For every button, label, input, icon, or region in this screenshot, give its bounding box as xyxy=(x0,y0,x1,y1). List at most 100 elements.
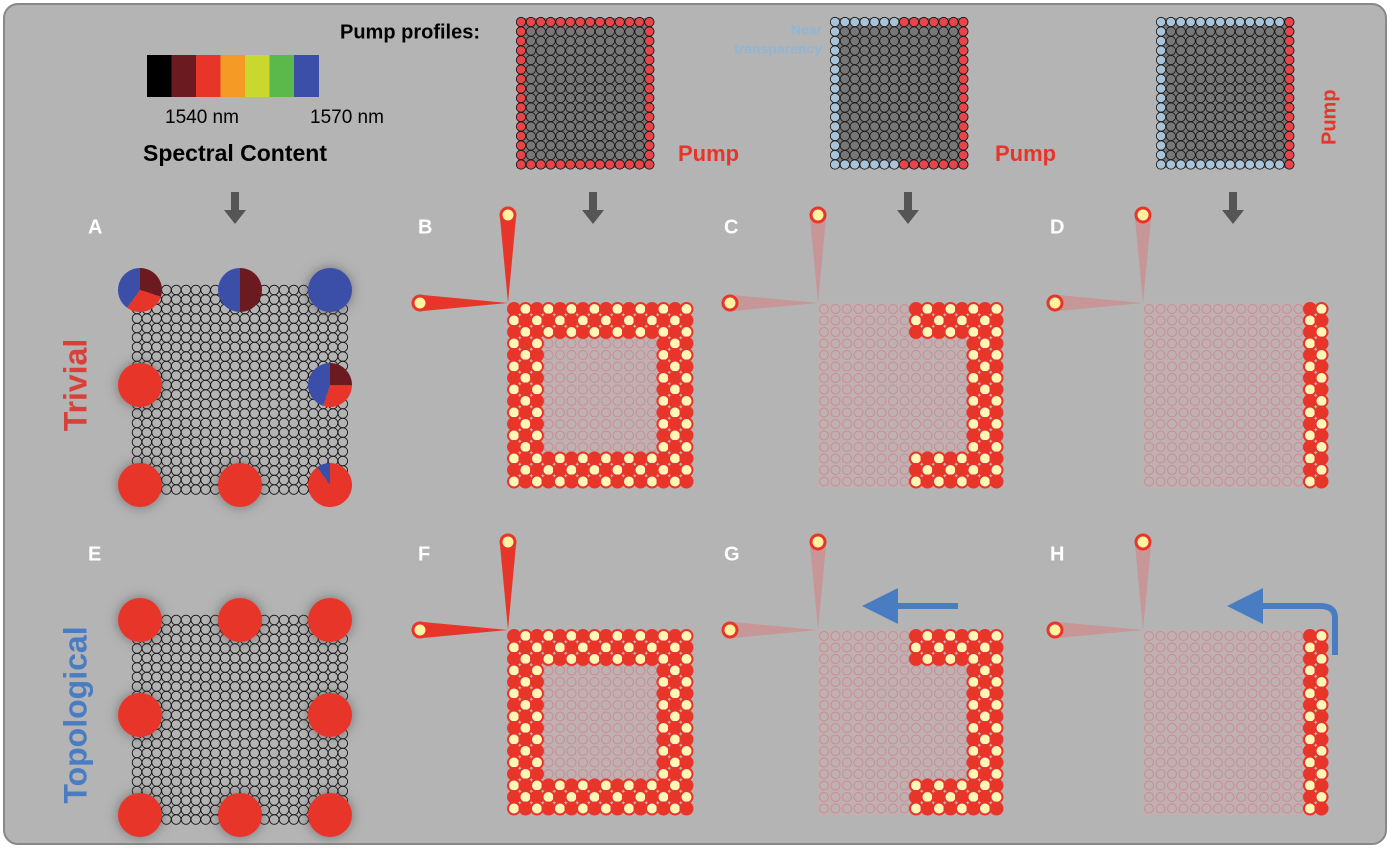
intensity-spot xyxy=(610,801,625,816)
intensity-spot xyxy=(853,304,864,314)
intensity-spot xyxy=(1236,304,1246,314)
ring-resonator xyxy=(515,92,527,104)
intensity-spot xyxy=(876,723,887,733)
intensity-spot xyxy=(842,465,852,475)
intensity-spot xyxy=(635,757,646,768)
intensity-spot xyxy=(507,663,521,678)
intensity-spot xyxy=(899,430,910,441)
intensity-spot xyxy=(876,746,887,756)
intensity-spot xyxy=(635,688,646,699)
intensity-spot xyxy=(989,767,1004,781)
intensity-spot xyxy=(1178,769,1189,779)
intensity-spot xyxy=(911,396,921,406)
intensity-spot xyxy=(876,688,887,699)
intensity-spot xyxy=(1303,451,1317,466)
intensity-spot xyxy=(978,640,992,655)
intensity-spot xyxy=(1155,746,1166,756)
intensity-spot xyxy=(543,711,554,722)
intensity-spot xyxy=(507,336,521,351)
intensity-spot xyxy=(507,755,521,770)
intensity-spot xyxy=(865,642,875,653)
ring-resonator xyxy=(908,16,920,28)
intensity-spot xyxy=(576,778,590,793)
intensity-spot xyxy=(1224,361,1235,372)
intensity-spot xyxy=(624,688,634,699)
intensity-spot xyxy=(622,313,636,328)
intensity-spot xyxy=(1224,723,1235,733)
intensity-spot xyxy=(507,394,521,408)
intensity-spot xyxy=(1155,476,1166,487)
intensity-spot xyxy=(553,325,567,339)
intensity-spot xyxy=(1178,373,1189,383)
intensity-spot xyxy=(553,302,567,316)
intensity-spot xyxy=(624,373,634,383)
intensity-spot xyxy=(507,744,521,758)
intensity-spot xyxy=(945,407,956,418)
intensity-spot xyxy=(819,654,829,664)
intensity-spot xyxy=(876,338,887,349)
intensity-spot xyxy=(842,476,852,487)
intensity-spot xyxy=(1282,769,1292,779)
intensity-spot xyxy=(541,463,556,477)
intensity-spot xyxy=(587,778,602,793)
intensity-spot xyxy=(1270,711,1281,722)
intensity-spot xyxy=(865,338,875,349)
intensity-spot xyxy=(507,790,521,804)
ring-resonator xyxy=(594,159,606,170)
intensity-spot xyxy=(1259,654,1269,664)
output-spot xyxy=(1134,533,1152,551)
intensity-spot xyxy=(1270,688,1281,699)
intensity-spot xyxy=(966,428,981,443)
intensity-spot xyxy=(1155,642,1166,653)
intensity-spot xyxy=(543,665,554,676)
ring-resonator xyxy=(565,159,576,170)
intensity-spot xyxy=(1282,476,1292,487)
intensity-spot xyxy=(1314,640,1329,655)
intensity-spot xyxy=(1224,384,1235,395)
ring-resonator xyxy=(1165,16,1176,28)
intensity-spot xyxy=(955,790,969,804)
intensity-spot xyxy=(830,688,841,699)
ring-resonator xyxy=(889,16,900,28)
intensity-spot xyxy=(1247,734,1258,745)
intensity-spot xyxy=(1270,465,1281,475)
ring-resonator xyxy=(624,16,635,28)
intensity-spot xyxy=(853,711,864,722)
panel-letter: D xyxy=(1050,216,1064,238)
intensity-spot xyxy=(932,474,946,489)
intensity-spot xyxy=(876,642,887,653)
intensity-spot xyxy=(978,371,992,385)
intensity-spot xyxy=(865,746,875,756)
intensity-spot xyxy=(1282,315,1292,326)
intensity-spot xyxy=(1167,327,1177,337)
intensity-spot xyxy=(955,463,969,477)
intensity-spot xyxy=(1167,396,1177,406)
intensity-spot xyxy=(679,417,694,431)
pie-slice xyxy=(118,793,162,837)
intensity-spot xyxy=(1167,453,1177,464)
intensity-spot xyxy=(1224,476,1235,487)
intensity-spot xyxy=(1167,631,1177,641)
intensity-spot xyxy=(989,686,1004,701)
intensity-spot xyxy=(553,652,567,666)
intensity-spot xyxy=(989,721,1004,735)
intensity-spot xyxy=(1201,642,1212,653)
intensity-spot xyxy=(589,700,600,710)
intensity-spot xyxy=(1236,453,1246,464)
intensity-spot xyxy=(1282,711,1292,722)
intensity-spot xyxy=(530,686,544,701)
intensity-spot xyxy=(943,313,958,328)
intensity-spot xyxy=(922,677,933,687)
pump-label: Pump xyxy=(1318,89,1340,145)
panel-letter: A xyxy=(88,216,102,238)
intensity-spot xyxy=(578,746,588,756)
intensity-spot xyxy=(1201,396,1212,406)
intensity-spot xyxy=(899,350,910,360)
intensity-spot xyxy=(1224,373,1235,383)
intensity-spot xyxy=(1314,474,1329,489)
intensity-spot xyxy=(920,313,935,328)
intensity-spot xyxy=(599,313,613,328)
intensity-spot xyxy=(1213,677,1223,687)
intensity-spot xyxy=(1144,780,1154,791)
ring-resonator xyxy=(938,159,949,170)
